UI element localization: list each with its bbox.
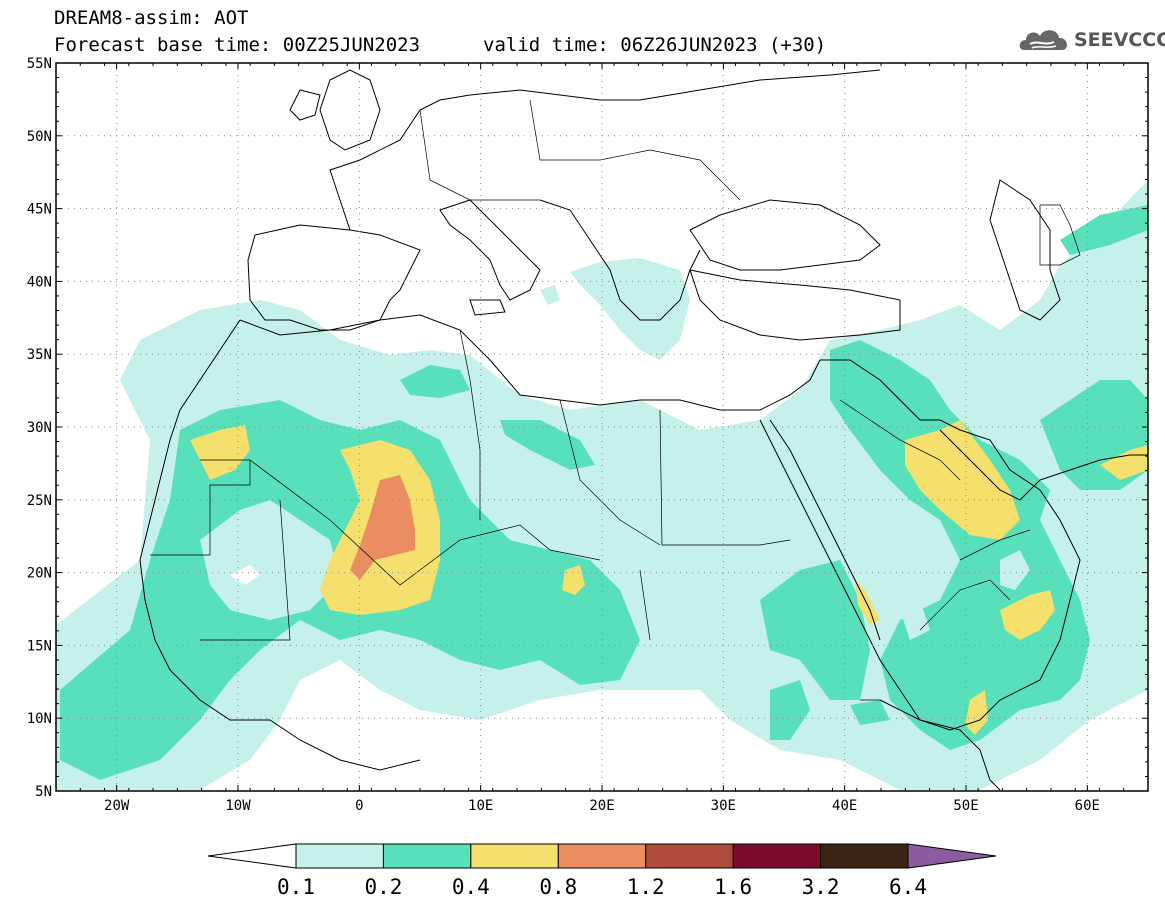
colorbar-segment [470,843,559,869]
lon-tick-label: 20E [589,798,614,814]
colorbar-segment [820,843,909,869]
map-grid [56,63,1148,791]
colorbar-segment [645,843,734,869]
lat-tick-label: 30N [27,420,52,436]
map-content [56,69,1148,791]
colorbar-segment [557,843,647,869]
longitude-axis: 20W 10W 0 10E 20E 30E 40E 50E 60E [55,63,1149,814]
lat-tick-label: 35N [27,347,52,363]
colorbar-label: 0.2 [364,875,402,899]
logo-text: SEEVCCC [1074,29,1165,51]
colorbar: 0.1 0.2 0.4 0.8 1.2 1.6 3.2 6.4 [207,843,997,899]
colorbar-segment [295,843,384,869]
colorbar-segment [732,843,822,869]
lon-tick-label: 50E [953,798,978,814]
country-borders [150,99,1081,711]
lat-tick-label: 50N [27,129,52,145]
lat-tick-label: 55N [27,56,52,72]
lon-tick-label: 10E [468,798,493,814]
colorbar-label: 0.8 [539,875,577,899]
colorbar-label: 0.4 [452,875,490,899]
lat-tick-label: 15N [27,638,52,654]
forecast-base-time: Forecast base time: 00Z25JUN2023 [54,34,421,56]
lon-tick-label: 30E [711,798,736,814]
lon-tick-label: 10W [225,798,251,814]
colorbar-label: 6.4 [889,875,927,899]
lat-tick-label: 5N [35,784,52,800]
lon-tick-label: 20W [104,798,130,814]
lat-tick-label: 10N [27,711,52,727]
colorbar-segment [382,843,472,869]
lat-tick-label: 45N [27,202,52,218]
map-title: DREAM8-assim: AOT [54,7,249,29]
lon-tick-label: 0 [355,798,363,814]
colorbar-label: 1.6 [714,875,752,899]
aot-band-0-1 [56,180,1148,790]
lon-tick-label: 60E [1075,798,1100,814]
coastlines [139,69,1148,791]
lat-tick-label: 25N [27,493,52,509]
colorbar-high-arrow [907,843,997,869]
lat-tick-label: 40N [27,274,52,290]
valid-time: valid time: 06Z26JUN2023 (+30) [483,34,827,56]
latitude-axis: 55N 50N 45N 40N 35N 30N 25N 20N 15N 10N 5N [27,56,1148,800]
lat-tick-label: 20N [27,566,52,582]
colorbar-label: 3.2 [802,875,840,899]
colorbar-label: 0.1 [277,875,315,899]
seevccc-logo: SEEVCCC [1018,22,1165,58]
lon-tick-label: 40E [832,798,857,814]
colorbar-label: 1.2 [627,875,665,899]
aot-band-0-1-inner [200,500,1030,640]
cloud-logo-icon [1019,30,1068,50]
colorbar-low-arrow [207,843,297,869]
